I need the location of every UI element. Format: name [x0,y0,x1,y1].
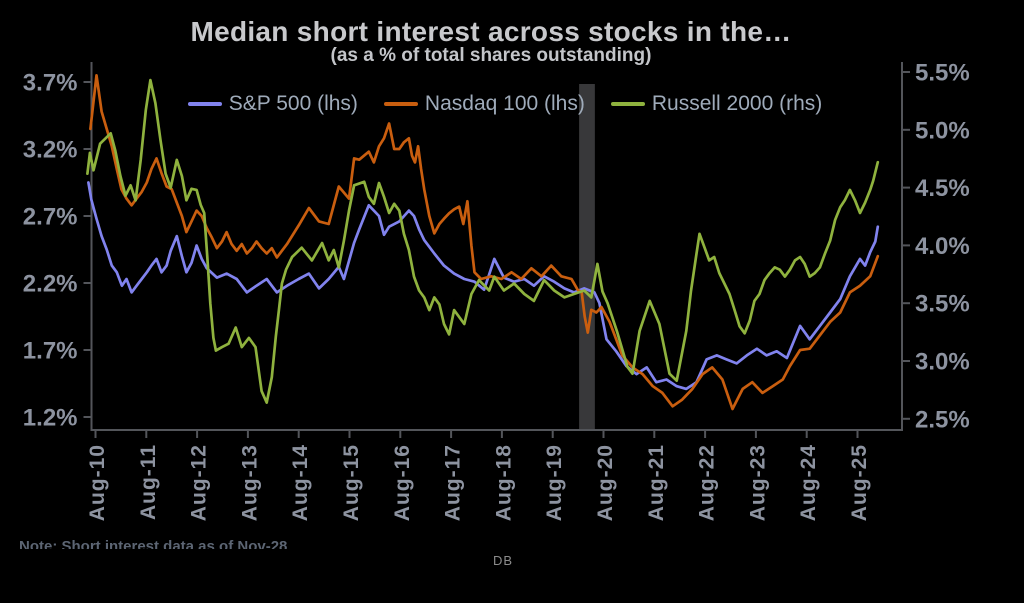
right-axis-tick-label: 5.5% [915,60,970,87]
x-axis-tick-label: Aug-10 [86,444,109,521]
left-axis-tick-label: 3.2% [23,137,78,164]
series-line-russell2000 [86,78,880,404]
series-line-nasdaq100 [89,73,880,411]
chart-title: Median short interest across stocks in t… [190,16,792,47]
x-axis-tick-label: Aug-23 [746,444,769,521]
footnote-clipped: Note: Short interest data as of Nov-28 [19,539,439,549]
x-axis-tick-label: Aug-20 [594,444,617,521]
x-axis-tick-label: Aug-18 [492,444,515,521]
right-axis-tick-label: 3.0% [915,349,970,376]
legend-item-nasdaq100: Nasdaq 100 (lhs) [383,92,585,116]
x-axis-tick-label: Aug-14 [289,444,312,521]
chart-legend: S&P 500 (lhs) Nasdaq 100 (lhs) Russell 2… [0,92,1010,116]
x-axis-tick-label: Aug-17 [442,444,465,521]
legend-swatch-2 [610,102,645,106]
recession-band [579,84,595,430]
left-axis-tick-label: 2.2% [23,271,78,298]
x-axis-tick-label: Aug-25 [848,444,871,521]
legend-item-sp500: S&P 500 (lhs) [187,92,358,116]
x-axis-tick-label: Aug-15 [340,444,363,521]
right-axis-tick-label: 3.5% [915,291,970,318]
axis-frame [90,62,903,431]
right-axis-tick-label: 2.5% [915,406,970,433]
left-axis-tick-label: 3.7% [23,70,78,97]
legend-item-russell2000: Russell 2000 (rhs) [610,92,823,116]
chart-subtitle: (as a % of total shares outstanding) [330,45,652,66]
legend-label-sp500: S&P 500 (lhs) [228,92,358,115]
series-line-sp500 [87,181,880,391]
x-axis-tick-label: Aug-13 [238,444,261,521]
x-axis-tick-label: Aug-11 [137,444,160,520]
x-axis-tick-label: Aug-22 [696,444,719,521]
x-axis-tick-label: Aug-16 [391,444,414,521]
x-axis-tick-label: Aug-19 [543,444,566,521]
footnote-text: Note: Short interest data as of Nov-28 [19,539,288,549]
legend-label-russell2000: Russell 2000 (rhs) [651,92,823,115]
left-axis-tick-label: 2.7% [23,204,78,231]
x-axis-tick-label: Aug-21 [645,444,668,521]
left-axis-tick-label: 1.2% [23,405,78,432]
x-axis-tick-label: Aug-24 [797,444,820,521]
legend-label-nasdaq100: Nasdaq 100 (lhs) [424,92,585,115]
legend-swatch-1 [383,102,418,106]
right-axis-tick-label: 4.0% [915,233,970,260]
source-watermark: DB [493,553,514,568]
legend-swatch-0 [187,102,222,106]
right-axis-tick-label: 4.5% [915,175,970,202]
right-axis-tick-label: 5.0% [915,117,970,144]
left-axis-tick-label: 1.7% [23,338,78,365]
x-axis-tick-label: Aug-12 [188,444,211,521]
